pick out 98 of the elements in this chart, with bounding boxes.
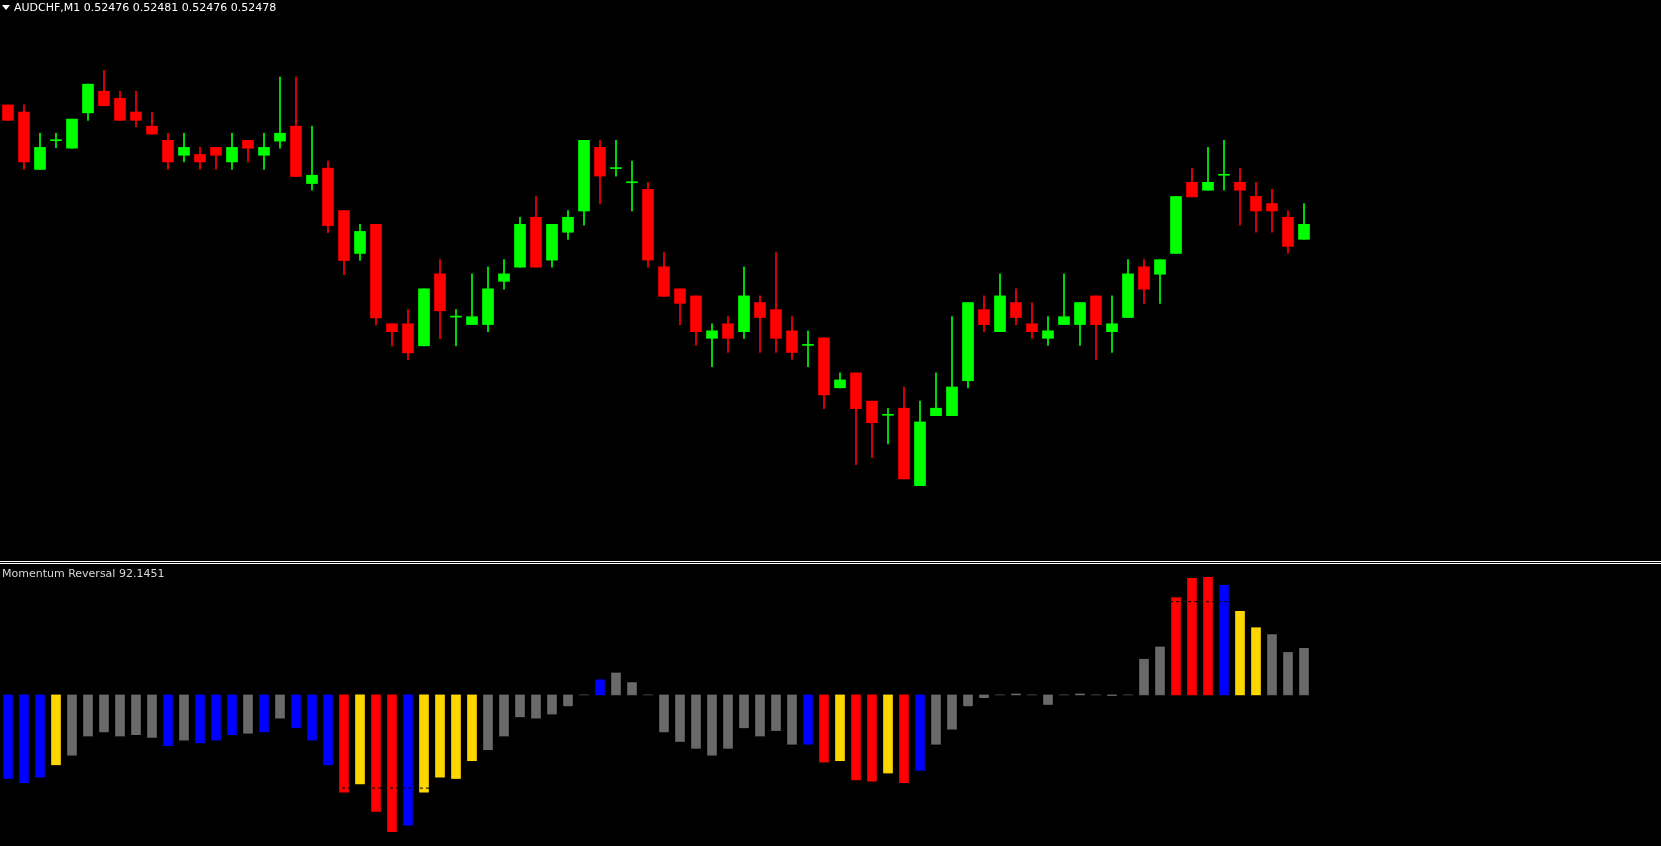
bar <box>387 694 397 832</box>
candlestick <box>882 407 894 445</box>
bar <box>419 694 429 793</box>
candlestick <box>210 147 222 170</box>
candlestick <box>2 104 14 121</box>
bar <box>1187 578 1197 696</box>
bar <box>899 694 909 783</box>
bar <box>1219 584 1229 696</box>
candlestick <box>1154 259 1166 304</box>
bar <box>979 694 989 698</box>
bar <box>1235 610 1245 696</box>
candlestick <box>1202 147 1214 191</box>
bar <box>483 694 493 751</box>
bar <box>83 694 93 737</box>
bar <box>851 694 861 781</box>
bar <box>227 694 237 735</box>
bar <box>275 694 285 719</box>
bar <box>131 694 141 735</box>
bar <box>915 694 925 771</box>
bar <box>1155 646 1165 696</box>
candlestick <box>1058 273 1070 325</box>
candlestick <box>50 132 62 149</box>
bar <box>659 694 669 733</box>
bar <box>611 672 621 696</box>
bar <box>1299 647 1309 696</box>
bar <box>707 694 717 756</box>
bar <box>307 694 317 741</box>
bar <box>931 694 941 745</box>
bar <box>179 694 189 741</box>
candlestick <box>418 288 430 347</box>
candlestick <box>802 330 814 367</box>
bar <box>947 694 957 730</box>
candlestick <box>610 139 622 177</box>
bar <box>771 694 781 731</box>
candlestick <box>242 139 254 163</box>
candlestick <box>178 132 190 163</box>
bar <box>1267 634 1277 696</box>
bar <box>51 694 61 766</box>
candlestick <box>1218 139 1230 191</box>
bar <box>467 694 477 762</box>
candlestick <box>626 160 638 212</box>
bar <box>243 694 253 734</box>
candlestick <box>722 316 734 353</box>
bar <box>67 694 77 756</box>
bar <box>147 694 157 738</box>
bar <box>1283 652 1293 696</box>
candlestick <box>1106 295 1118 353</box>
candlestick <box>466 273 478 325</box>
candlestick <box>674 288 686 325</box>
bar <box>739 694 749 729</box>
bar <box>435 694 445 778</box>
bar <box>99 694 109 733</box>
bar <box>1171 597 1181 696</box>
chart-title: Momentum Reversal 92.1451 <box>2 567 165 580</box>
bar <box>355 694 365 785</box>
bar <box>211 694 221 741</box>
bar <box>563 694 573 707</box>
bar <box>803 694 813 745</box>
bar <box>1139 658 1149 696</box>
bar <box>403 694 413 826</box>
bar <box>3 694 13 779</box>
candlestick <box>1170 196 1182 254</box>
bar <box>1203 577 1213 696</box>
candlestick <box>258 132 270 170</box>
chart-title: AUDCHF,M1 0.52476 0.52481 0.52476 0.52478 <box>14 1 277 14</box>
candlestick <box>1026 302 1038 339</box>
bar <box>755 694 765 737</box>
bar <box>499 694 509 737</box>
candlestick <box>66 118 78 149</box>
bar <box>19 694 29 783</box>
bar <box>163 694 173 746</box>
bar <box>35 694 45 778</box>
bar <box>531 694 541 719</box>
candlestick <box>386 323 398 347</box>
bar <box>115 694 125 737</box>
bar <box>627 682 637 696</box>
bar <box>323 694 333 766</box>
bar <box>291 694 301 729</box>
bar <box>819 694 829 763</box>
bar <box>451 694 461 779</box>
bar <box>1251 627 1261 696</box>
bar <box>675 694 685 742</box>
candlestick <box>1234 167 1246 226</box>
bar <box>595 679 605 696</box>
bar <box>835 694 845 762</box>
bar <box>723 694 733 749</box>
bar <box>1043 694 1053 705</box>
bar <box>691 694 701 749</box>
bar <box>963 694 973 707</box>
bar <box>515 694 525 718</box>
bar <box>867 694 877 782</box>
bar <box>883 694 893 774</box>
bar <box>371 694 381 812</box>
bar <box>787 694 797 745</box>
bar <box>195 694 205 744</box>
bar <box>259 694 269 733</box>
bar <box>339 694 349 793</box>
bar <box>547 694 557 715</box>
